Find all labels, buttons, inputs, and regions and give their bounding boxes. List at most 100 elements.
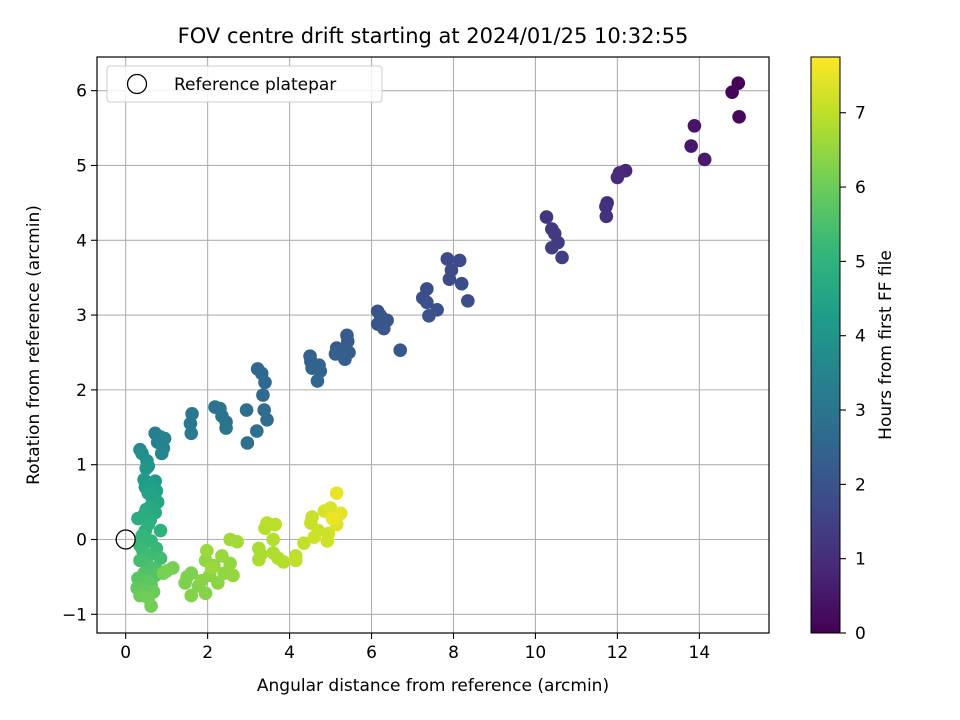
data-point	[204, 561, 219, 575]
x-tick-label: 6	[366, 643, 377, 663]
plot-frame	[96, 56, 770, 634]
x-tick-label: 8	[448, 643, 459, 663]
colorbar-tick-label: 6	[855, 178, 866, 198]
data-point	[297, 536, 311, 551]
data-point	[325, 511, 340, 526]
data-point	[184, 566, 199, 580]
data-point	[610, 170, 625, 185]
y-axis-label: Rotation from reference (arcmin)	[24, 205, 44, 485]
data-point	[154, 446, 169, 461]
x-tick-label: 14	[689, 643, 711, 663]
data-point	[684, 139, 698, 153]
data-point	[555, 250, 569, 265]
data-point	[545, 240, 559, 255]
data-point	[732, 110, 746, 124]
data-point	[320, 534, 335, 548]
data-point	[131, 511, 145, 526]
data-point	[139, 461, 153, 476]
data-point	[305, 510, 319, 524]
reference-platepar-marker	[115, 529, 136, 550]
data-point	[159, 564, 174, 578]
data-point	[452, 253, 467, 268]
x-axis-label: Angular distance from reference (arcmin)	[257, 676, 609, 696]
colorbar: 0 1 2 3 4 5 6 7 Hours from first FF file	[810, 56, 896, 644]
colorbar-tick-label: 0	[855, 624, 866, 644]
legend-label: Reference platepar	[174, 75, 336, 95]
legend: Reference platepar	[106, 65, 383, 103]
data-point	[393, 343, 408, 358]
colorbar-tick-label: 7	[855, 104, 866, 124]
data-point	[239, 403, 254, 417]
data-point	[260, 413, 274, 427]
y-tick-label: 3	[76, 306, 87, 326]
y-tick-label: 6	[76, 82, 87, 102]
y-tick-label: 2	[76, 381, 87, 401]
data-point	[310, 374, 325, 388]
data-point	[183, 416, 198, 431]
legend-open-circle-icon	[126, 73, 148, 95]
y-tick-label: 5	[76, 156, 87, 176]
data-point	[697, 152, 712, 167]
data-point	[178, 576, 192, 590]
y-axis: −1 0 1 2 3 4 5 6	[62, 82, 97, 625]
colorbar-tick-label: 3	[855, 401, 866, 421]
data-point	[184, 588, 199, 603]
data-point	[198, 586, 213, 601]
data-point	[377, 321, 391, 336]
y-tick-label: −1	[62, 605, 87, 625]
data-point	[219, 421, 233, 435]
data-point	[599, 199, 613, 214]
data-point	[307, 530, 321, 545]
x-axis: 0 2 4 6 8 10 12 14	[120, 633, 710, 663]
data-point	[687, 119, 702, 133]
data-point	[153, 551, 168, 565]
data-point	[144, 599, 158, 613]
data-point	[230, 534, 244, 549]
colorbar-tick-label: 2	[855, 475, 866, 495]
data-point	[329, 486, 344, 500]
data-point	[725, 85, 739, 99]
data-point	[461, 294, 475, 308]
data-point	[131, 571, 145, 586]
grid-layer	[97, 57, 769, 633]
x-tick-label: 4	[284, 643, 295, 663]
colorbar-tick-label: 5	[855, 252, 866, 272]
colorbar-label: Hours from first FF file	[876, 250, 896, 440]
chart-title: FOV centre drift starting at 2024/01/25 …	[178, 24, 689, 48]
data-point	[256, 388, 270, 402]
data-point	[288, 553, 303, 568]
legend-box	[106, 65, 383, 103]
data-point	[454, 276, 469, 291]
colorbar-ticks: 0 1 2 3 4 5 6 7	[840, 104, 866, 644]
x-tick-label: 10	[525, 643, 547, 663]
data-point	[422, 309, 436, 323]
data-point	[268, 517, 283, 532]
colorbar-gradient	[810, 56, 841, 634]
data-point	[440, 252, 455, 266]
plot-background	[97, 57, 769, 633]
data-point	[240, 436, 255, 450]
data-point	[153, 523, 168, 538]
data-point	[599, 209, 614, 224]
x-tick-label: 2	[202, 643, 213, 663]
data-point	[252, 552, 266, 567]
data-point	[250, 424, 264, 438]
data-point	[442, 272, 457, 286]
y-tick-label: 0	[76, 530, 87, 550]
data-point	[340, 334, 355, 349]
y-tick-label: 4	[76, 231, 87, 251]
data-point	[211, 576, 225, 590]
data-point	[420, 295, 434, 310]
data-point	[539, 210, 554, 224]
data-point	[215, 549, 229, 563]
data-point	[200, 543, 214, 558]
data-point	[258, 375, 272, 390]
data-point	[184, 426, 199, 441]
colorbar-tick-label: 1	[855, 550, 866, 570]
data-point	[338, 352, 352, 367]
data-point	[266, 532, 280, 547]
points-layer	[130, 76, 746, 613]
colorbar-tick-label: 4	[855, 327, 866, 347]
